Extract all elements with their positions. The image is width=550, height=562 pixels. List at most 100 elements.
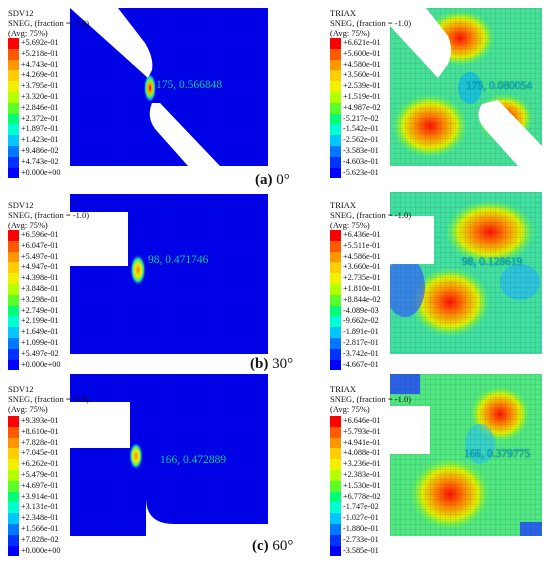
panel-a-left-avg: (Avg: 75%) [8, 28, 48, 38]
panel-c-right-header: TRIAX SNEG, (fraction = -1.0) (Avg: 75%) [330, 384, 411, 414]
legend-entry: +1.566e-01 [8, 524, 68, 535]
legend-entry: -1.027e-01 [330, 513, 390, 524]
legend-entry: +1.897e-01 [8, 124, 68, 136]
legend-swatch [330, 316, 341, 328]
legend-entry: +3.131e-01 [8, 502, 68, 514]
legend-entry: -4.089e-03 [330, 305, 390, 317]
legend-entry: +3.848e-01 [8, 284, 68, 295]
legend-value: +5.600e-01 [343, 48, 381, 58]
legend-swatch [8, 294, 19, 306]
legend-value: +5.497e-02 [21, 348, 59, 358]
legend-swatch [330, 545, 341, 557]
legend-value: -5.217e-02 [343, 113, 379, 123]
legend-swatch [330, 534, 341, 546]
legend-entry: -1.542e-01 [330, 124, 390, 136]
legend-swatch [8, 251, 19, 263]
panel-a-right-header: TRIAX SNEG, (fraction = -1.0) (Avg: 75%) [330, 8, 411, 38]
legend-value: +1.566e-01 [21, 524, 59, 533]
legend-value: +1.423e-01 [21, 135, 59, 145]
legend-swatch [330, 524, 341, 535]
legend-entry: +0.000e+00 [8, 167, 68, 179]
legend-swatch [8, 113, 19, 125]
legend-entry: +4.269e-01 [8, 70, 68, 82]
legend-value: +9.486e-02 [21, 146, 59, 155]
legend-swatch [8, 480, 19, 492]
legend-value: +5.479e-01 [21, 470, 59, 479]
legend-entry: +5.692e-01 [8, 38, 68, 49]
legend-entry: -2.733e-01 [330, 534, 390, 546]
legend-swatch [8, 135, 19, 146]
legend-swatch [330, 294, 341, 306]
legend-swatch [8, 273, 19, 284]
panel-a-caption: (a) 0° [255, 172, 290, 189]
panel-c-caption-label: (c) [252, 538, 269, 554]
legend-entry: +7.828e-02 [8, 534, 68, 546]
legend-swatch [330, 38, 341, 49]
legend-swatch [8, 92, 19, 103]
panel-b-right-title: TRIAX [330, 200, 356, 210]
legend-swatch [8, 448, 19, 460]
panel-a-triax-contour-plot [390, 8, 542, 166]
panel-c-caption: (c) 60° [252, 538, 293, 555]
legend-entry: -5.217e-02 [330, 113, 390, 125]
legend-value: -1.542e-01 [343, 124, 379, 134]
legend-entry: -3.583e-01 [330, 146, 390, 157]
legend-value: -9.662e-02 [343, 316, 379, 326]
legend-value: +6.778e-02 [343, 491, 381, 501]
legend-entry: +4.586e-01 [330, 251, 390, 263]
legend-swatch [8, 316, 19, 328]
legend-value: +3.298e-01 [21, 294, 59, 304]
legend-entry: -1.880e-01 [330, 524, 390, 535]
legend-entry: -3.585e-01 [330, 545, 390, 557]
legend-value: +6.646e-01 [343, 416, 381, 425]
legend-swatch [8, 416, 19, 427]
legend-value: +1.897e-01 [21, 124, 59, 134]
legend-value: -1.891e-01 [343, 327, 379, 337]
panel-b-left-probe-label: 98, 0.471746 [148, 254, 209, 266]
legend-swatch [330, 262, 341, 274]
legend-entry: +2.348e-01 [8, 513, 68, 524]
legend-value: +6.621e-01 [343, 38, 381, 47]
panel-b: SDV12 SNEG, (fraction = -1.0) (Avg: 75%)… [0, 192, 550, 374]
legend-entry: +3.298e-01 [8, 294, 68, 306]
legend-value: +2.199e-01 [21, 316, 59, 326]
legend-entry: +4.743e-02 [8, 156, 68, 168]
legend-entry: +6.778e-02 [330, 491, 390, 503]
panel-a: SDV12 SNEG, (fraction = -1.0) (Avg: 75%)… [0, 0, 550, 192]
legend-entry: -9.662e-02 [330, 316, 390, 328]
panel-b-sdv12-notch-mask [70, 212, 128, 266]
panel-b-caption: (b) 30° [250, 356, 293, 373]
legend-entry: +1.530e-01 [330, 480, 390, 492]
panel-c-triax-mesh [390, 374, 542, 536]
panel-c-left-avg: (Avg: 75%) [8, 404, 48, 414]
legend-value: +5.497e-01 [21, 251, 59, 261]
legend-value: +1.519e-01 [343, 92, 381, 101]
legend-swatch [8, 284, 19, 295]
legend-entry: +9.486e-02 [8, 146, 68, 157]
legend-swatch [8, 262, 19, 274]
legend-swatch [330, 59, 341, 71]
panel-c-sdv12-contour-plot [70, 374, 268, 536]
legend-value: +4.398e-01 [21, 273, 59, 283]
legend-value: +7.828e-01 [21, 437, 59, 447]
legend-swatch [330, 251, 341, 263]
legend-swatch [330, 124, 341, 136]
legend-value: +6.436e-01 [343, 230, 381, 239]
panel-b-sdv12-contour-plot [70, 192, 268, 354]
legend-entry: +1.423e-01 [8, 135, 68, 146]
legend-entry: +6.646e-01 [330, 416, 390, 427]
panel-b-left-header: SDV12 SNEG, (fraction = -1.0) (Avg: 75%) [8, 200, 89, 230]
panel-a-sdv12-contour-plot [70, 8, 268, 166]
panel-b-right-subtitle: SNEG, (fraction = -1.0) [330, 210, 412, 220]
legend-entry: +3.660e-01 [330, 262, 390, 274]
panel-b-right-avg: (Avg: 75%) [330, 220, 370, 230]
legend-entry: +5.497e-02 [8, 348, 68, 360]
legend-entry: +0.000e+00 [8, 545, 68, 557]
legend-value: -2.562e-01 [343, 135, 379, 145]
legend-value: +3.236e-01 [343, 459, 381, 469]
legend-entry: -4.603e-01 [330, 156, 390, 168]
panel-c-right-avg: (Avg: 75%) [330, 404, 370, 414]
legend-swatch [330, 448, 341, 460]
legend-value: -3.583e-01 [343, 146, 379, 155]
legend-value: -5.623e-01 [343, 167, 379, 177]
